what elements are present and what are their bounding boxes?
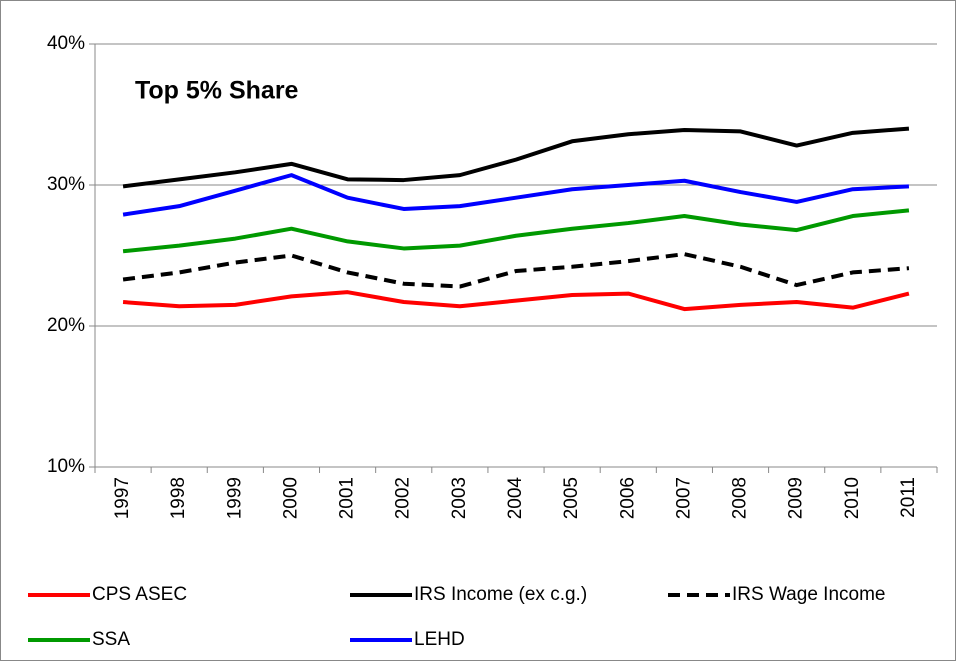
line-series (122, 290, 910, 312)
x-tick-label: 2008 (730, 477, 751, 519)
line-series (122, 126, 910, 189)
y-tick-label: 30% (47, 174, 85, 195)
legend-label: LEHD (414, 629, 465, 650)
y-tick-label: 40% (47, 33, 85, 54)
x-tick-label: 2011 (898, 477, 919, 518)
annotation: Top 5% Share (135, 77, 299, 105)
line-series (122, 252, 910, 289)
x-tick-label: 2001 (337, 477, 358, 519)
x-tick-label: 2004 (505, 477, 526, 520)
line-series (122, 208, 910, 254)
x-tick-label: 2009 (786, 477, 807, 519)
x-tick-label: 2003 (449, 477, 470, 519)
x-tick-label: 1999 (224, 477, 245, 519)
y-tick-label: 10% (47, 456, 85, 477)
x-tick-label: 2000 (280, 477, 301, 519)
x-tick-label: 2010 (842, 477, 863, 519)
legend-label: CPS ASEC (92, 584, 187, 605)
x-tick-label: 2005 (561, 477, 582, 519)
x-tick-label: 2006 (617, 477, 638, 519)
x-tick-label: 1997 (112, 477, 133, 519)
y-tick-label: 20% (47, 315, 85, 336)
legend-label: SSA (92, 629, 130, 650)
line-series (122, 173, 910, 217)
legend-label: IRS Income (ex c.g.) (414, 584, 587, 605)
legend-label: IRS Wage Income (732, 584, 885, 605)
x-tick-label: 1998 (168, 477, 189, 519)
x-tick-label: 2007 (673, 477, 694, 519)
x-tick-label: 2002 (393, 477, 414, 519)
